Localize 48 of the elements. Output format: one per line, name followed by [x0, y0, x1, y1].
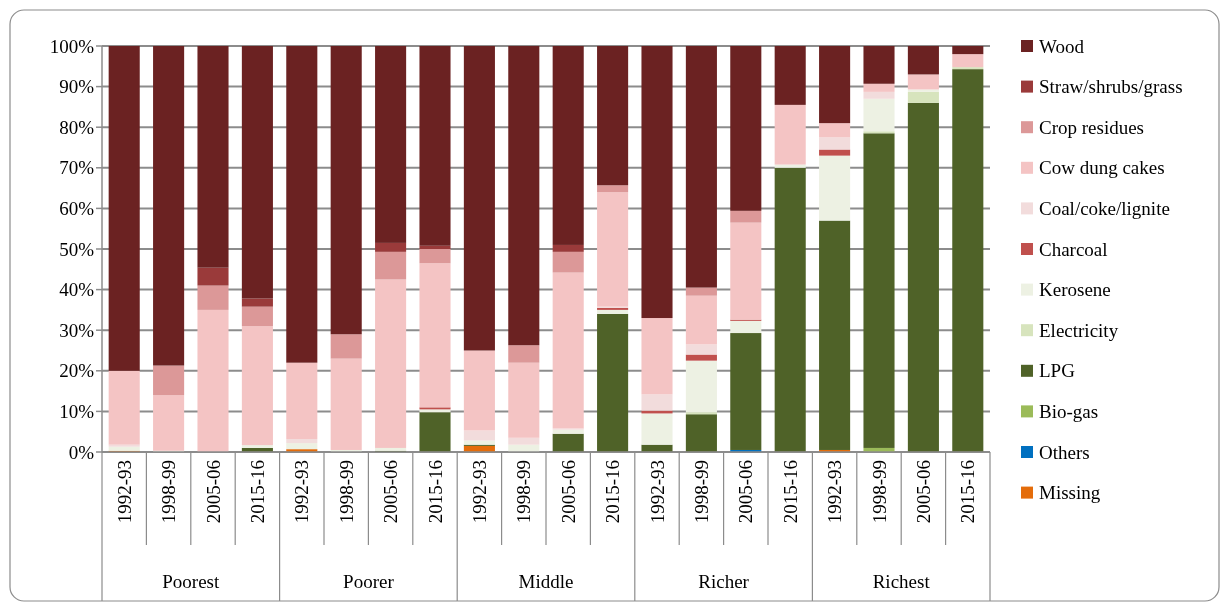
x-tick-label: 2015-16	[779, 460, 801, 524]
legend-label: Charcoal	[1039, 238, 1108, 260]
y-tick-label: 90%	[59, 76, 95, 98]
text: Richest	[872, 571, 931, 592]
x-tick-label: 1992-93	[291, 460, 313, 524]
y-tick-label: 10%	[59, 401, 95, 423]
x-tick-label: 2005-06	[557, 460, 579, 524]
legend-label: Missing	[1039, 482, 1101, 504]
x-tick-label: 1992-93	[469, 460, 491, 524]
x-tick-label: 2005-06	[202, 460, 224, 524]
y-tick-label: 70%	[59, 157, 95, 179]
y-tick-label: 50%	[59, 238, 95, 260]
legend-label: Straw/shrubs/grass	[1039, 76, 1183, 98]
legend-label: Others	[1039, 441, 1090, 463]
y-tick-label: 60%	[59, 198, 95, 220]
x-tick-label: 1998-99	[158, 460, 180, 524]
x-tick-label: 2005-06	[735, 460, 757, 524]
x-tick-label: 2005-06	[380, 460, 402, 524]
legend-label: Coal/coke/lignite	[1039, 198, 1170, 220]
legend-label: Electricity	[1039, 319, 1119, 341]
text: Richer	[698, 571, 750, 592]
y-tick-label: 80%	[59, 116, 95, 138]
y-tick-label: 40%	[59, 279, 95, 301]
legend-label: Wood	[1039, 35, 1085, 57]
y-tick-label: 30%	[59, 319, 95, 341]
legend-label: Crop residues	[1039, 116, 1145, 138]
x-tick-label: 1998-99	[335, 460, 357, 524]
x-tick-label: 1992-93	[113, 460, 135, 524]
x-tick-label: 1998-99	[513, 460, 535, 524]
legend-label: Kerosene	[1039, 279, 1111, 301]
y-tick-label: 0%	[68, 441, 95, 463]
legend-label: Cow dung cakes	[1039, 157, 1165, 179]
x-tick-label: 2015-16	[247, 460, 269, 524]
legend-label: Bio-gas	[1039, 401, 1099, 423]
y-tick-label: 100%	[49, 35, 95, 57]
legend-label: LPG	[1039, 360, 1076, 382]
text: Middle	[518, 571, 574, 592]
x-tick-label: 2015-16	[424, 460, 446, 524]
x-tick-label: 2015-16	[957, 460, 979, 524]
x-tick-label: 1992-93	[824, 460, 846, 524]
y-tick-label: 20%	[59, 360, 95, 382]
x-tick-label: 1992-93	[646, 460, 668, 524]
x-tick-label: 1998-99	[868, 460, 890, 524]
x-tick-label: 2005-06	[913, 460, 935, 524]
text: Poorer	[343, 571, 395, 592]
text: Poorest	[162, 571, 221, 592]
x-tick-label: 1998-99	[691, 460, 713, 524]
x-tick-label: 2015-16	[602, 460, 624, 524]
